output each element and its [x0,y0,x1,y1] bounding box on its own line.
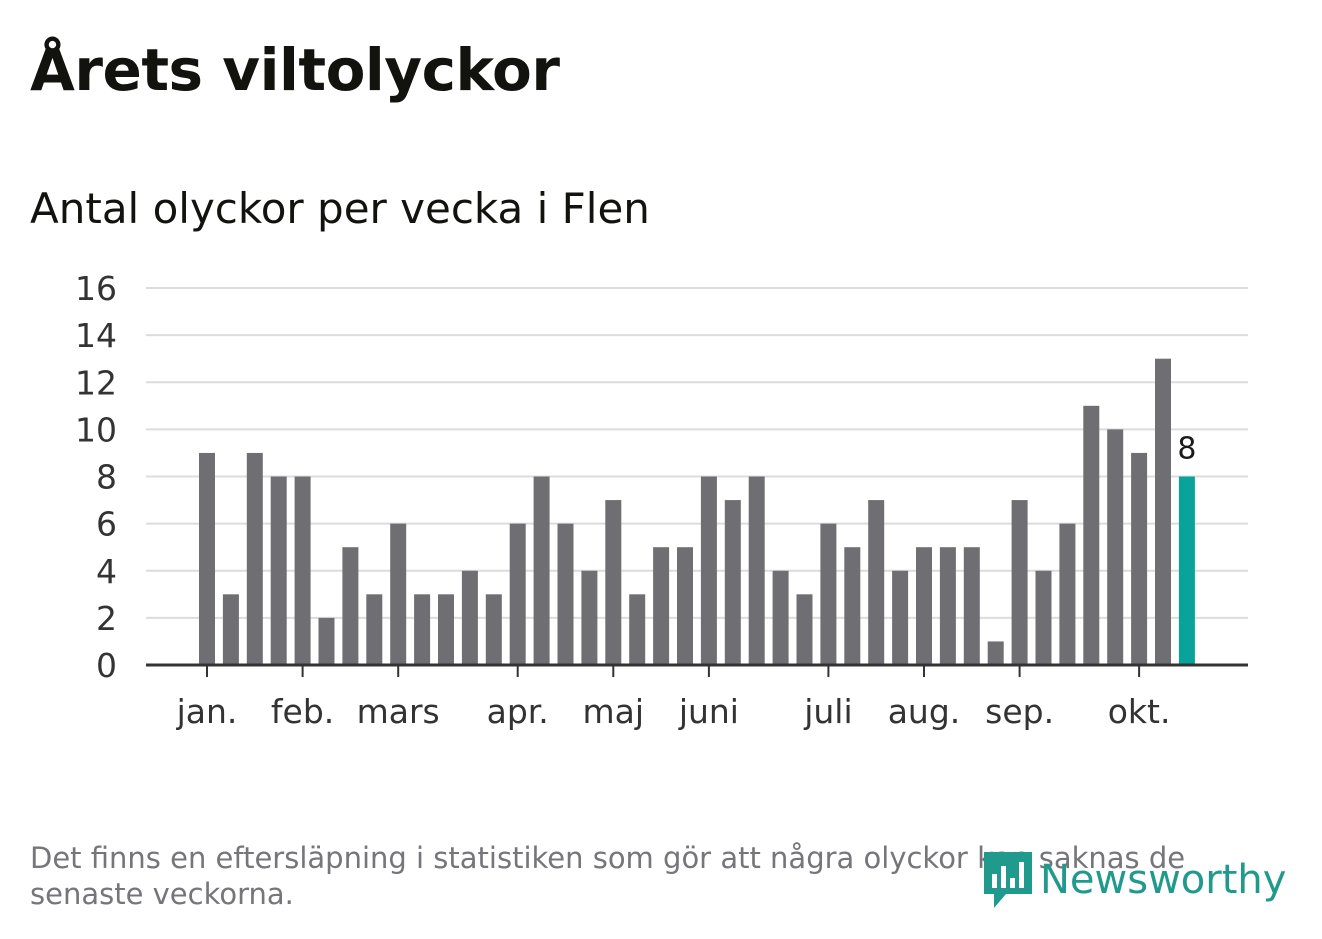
x-tick-label: juni [678,692,739,731]
y-tick-label: 14 [75,316,117,355]
bar [414,594,431,665]
x-tick-label: aug. [888,692,961,731]
bar [868,500,885,665]
bar [939,547,956,665]
y-tick-label: 2 [96,599,117,638]
y-tick-label: 8 [96,458,117,497]
bar [366,594,383,665]
bar [748,476,765,665]
bar [1035,570,1052,665]
bar-chart: 0 2 4 6 8 10 12 14 16 8 jan. feb. mars apr. maj juni jul… [75,269,1248,731]
bar [820,523,837,665]
x-tick-label: mars [357,692,440,731]
bar [653,547,670,665]
x-tick-label: apr. [487,692,549,731]
bar [605,500,622,665]
bar [1131,452,1148,665]
y-tick-label: 10 [75,410,117,449]
bar [222,594,239,665]
bar [892,570,909,665]
bar [1059,523,1076,665]
y-tick-label: 4 [96,552,117,591]
newsworthy-logo-icon [984,852,1032,908]
x-tick-label: sep. [985,692,1054,731]
bar [581,570,598,665]
bar [1155,358,1171,665]
chart-title: Årets viltolyckor [30,36,560,104]
bar [796,594,813,665]
y-tick-label: 12 [75,363,117,402]
x-tick-label: juli [803,692,852,731]
bar [963,547,980,665]
bar [987,641,1004,665]
bar [557,523,574,665]
y-tick-label: 6 [96,505,117,544]
bar [700,476,717,665]
bar [438,594,454,665]
x-tick-label: okt. [1108,692,1171,731]
bar [485,594,502,665]
bar [844,547,861,665]
bar [629,594,646,665]
x-tick-label: jan. [176,692,238,731]
bar-highlight [1178,476,1195,665]
x-tick-label: maj [583,692,645,731]
bar [342,547,359,665]
bar [318,617,335,665]
bar [724,500,741,665]
bar [390,523,407,665]
chart-subtitle: Antal olyckor per vecka i Flen [30,184,650,233]
bar [509,523,526,665]
newsworthy-logo-text: Newsworthy [1040,857,1287,903]
bar [199,452,215,665]
y-tick-label: 0 [96,646,117,685]
bar [1107,429,1124,665]
y-tick-label: 16 [75,269,117,308]
bar [1083,405,1100,665]
bar [533,476,550,665]
bar [270,476,287,665]
bar [294,476,311,665]
data-label: 8 [1177,432,1196,467]
bar [916,547,932,665]
bar [461,570,478,665]
newsworthy-logo[interactable]: Newsworthy [980,848,1286,912]
bar [1011,500,1028,665]
bar [677,547,693,665]
bar [246,452,263,665]
bar [772,570,789,665]
x-tick-label: feb. [271,692,334,731]
